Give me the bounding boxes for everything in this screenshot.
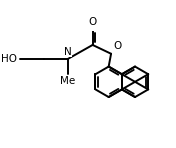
Text: O: O <box>113 41 121 51</box>
Text: N: N <box>64 47 72 57</box>
Text: HO: HO <box>1 54 17 64</box>
Text: O: O <box>89 17 97 27</box>
Text: Me: Me <box>60 76 75 86</box>
